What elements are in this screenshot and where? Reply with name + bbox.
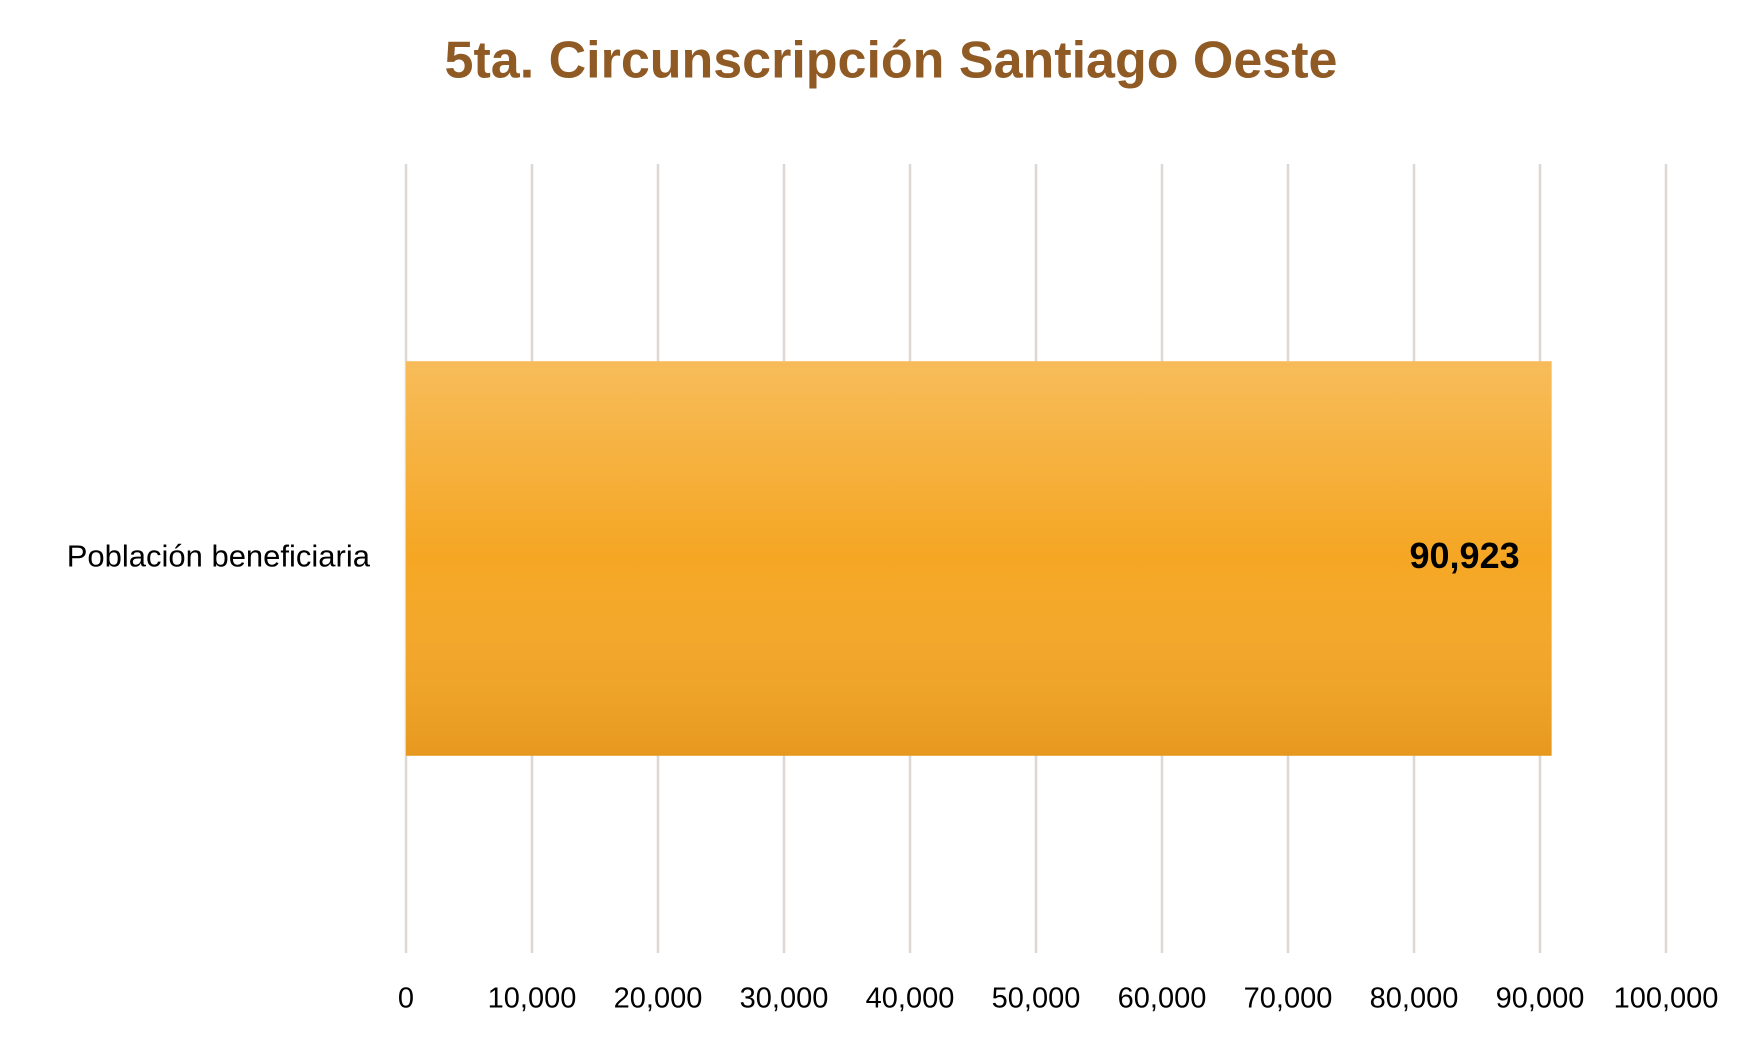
x-tick-label: 50,000	[992, 983, 1081, 1015]
chart-title: 5ta. Circunscripción Santiago Oeste	[445, 32, 1338, 90]
bar-shade	[406, 361, 1552, 756]
x-tick-label: 100,000	[1614, 983, 1719, 1015]
x-tick-label: 60,000	[1118, 983, 1207, 1015]
y-tick-label: Población beneficiaria	[67, 539, 371, 574]
value-label: 90,923	[1410, 535, 1520, 576]
x-tick-label: 30,000	[740, 983, 829, 1015]
x-tick-label: 80,000	[1370, 983, 1459, 1015]
x-tick-label: 70,000	[1244, 983, 1333, 1015]
x-tick-label: 20,000	[614, 983, 703, 1015]
x-tick-label: 10,000	[488, 983, 577, 1015]
x-tick-label: 40,000	[866, 983, 955, 1015]
x-tick-label: 90,000	[1496, 983, 1585, 1015]
x-tick-label: 0	[398, 983, 414, 1015]
